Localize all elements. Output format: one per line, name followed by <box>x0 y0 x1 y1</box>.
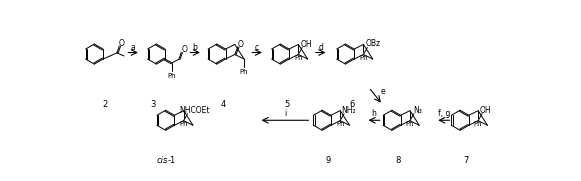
Text: Ph: Ph <box>294 54 303 60</box>
Text: Ph: Ph <box>359 54 368 60</box>
Text: f, g: f, g <box>437 109 450 118</box>
Text: cis: cis <box>157 156 168 165</box>
Text: O: O <box>181 45 187 54</box>
Text: 8: 8 <box>396 156 401 165</box>
Text: Ph: Ph <box>168 73 177 79</box>
Text: O: O <box>238 40 244 49</box>
Text: b: b <box>193 43 198 52</box>
Text: Ph: Ph <box>240 69 249 75</box>
Text: OH: OH <box>480 106 492 115</box>
Text: NHCOEt: NHCOEt <box>180 106 210 115</box>
Text: c: c <box>255 43 259 52</box>
Text: N₃: N₃ <box>413 106 422 115</box>
Text: O: O <box>119 39 124 48</box>
Text: i: i <box>284 109 286 118</box>
Text: a: a <box>131 43 135 52</box>
Text: 3: 3 <box>150 100 156 109</box>
Text: 5: 5 <box>284 100 289 109</box>
Text: 4: 4 <box>220 100 225 109</box>
Text: -1: -1 <box>168 156 176 165</box>
Text: 2: 2 <box>103 100 108 109</box>
Text: Ph: Ph <box>336 121 345 127</box>
Text: OBz: OBz <box>365 39 381 48</box>
Text: OH: OH <box>300 40 312 49</box>
Text: Ph: Ph <box>474 121 482 127</box>
Text: Ph: Ph <box>180 121 188 127</box>
Text: h: h <box>372 109 376 118</box>
Text: 9: 9 <box>326 156 331 165</box>
Text: NH₂: NH₂ <box>342 106 356 115</box>
Text: e: e <box>381 87 385 96</box>
Text: Ph: Ph <box>406 121 414 127</box>
Text: 7: 7 <box>464 156 469 165</box>
Text: 6: 6 <box>349 100 354 109</box>
Text: d: d <box>318 43 323 52</box>
